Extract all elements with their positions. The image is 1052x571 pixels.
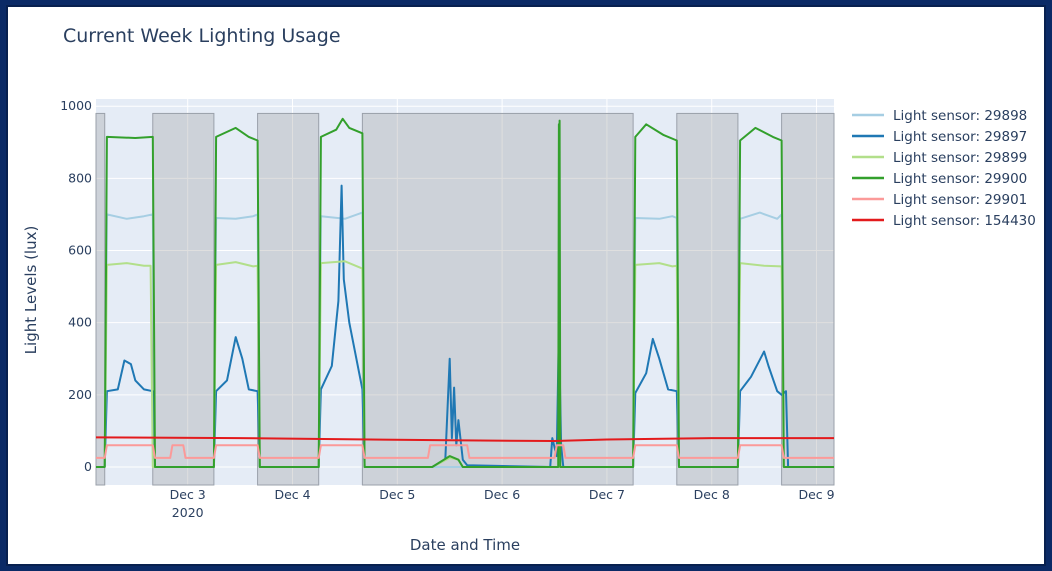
x-tick-label: Dec 5 <box>379 487 415 502</box>
y-tick-label: 0 <box>84 459 92 474</box>
y-tick-label: 400 <box>68 315 92 330</box>
x-tick-label: Dec 6 <box>484 487 520 502</box>
shaded-period <box>676 112 739 486</box>
shaded-period <box>152 112 215 486</box>
shaded-period <box>95 112 106 486</box>
legend-item[interactable]: Light sensor: 29900 <box>852 171 1027 187</box>
series-line-6 <box>95 436 834 442</box>
x-tick-label: Dec 4 <box>274 487 310 502</box>
shaded-period <box>257 112 320 486</box>
x-tick-label: Dec 3 <box>170 487 206 502</box>
x-axis-title: Date and Time <box>410 536 520 554</box>
legend-item[interactable]: Light sensor: 29898 <box>852 108 1027 124</box>
legend-item[interactable]: Light sensor: 29901 <box>852 192 1027 208</box>
plot-area: 0 200 400 600 800 1000 Dec 3 2020 Dec 4 Dec 5 Dec … <box>60 98 834 520</box>
legend: Light sensor: 29898 Light sensor: 29897 Li… <box>852 108 1036 229</box>
chart-title: Current Week Lighting Usage <box>63 25 341 47</box>
legend-label: Light sensor: 29901 <box>893 192 1027 208</box>
y-tick-label: 200 <box>68 387 92 402</box>
y-tick-label: 1000 <box>60 98 92 113</box>
legend-label: Light sensor: 29897 <box>893 129 1027 145</box>
x-tick-label: Dec 9 <box>798 487 834 502</box>
y-tick-label: 800 <box>68 170 92 185</box>
legend-item[interactable]: Light sensor: 154430 <box>852 213 1036 229</box>
x-tick-label: Dec 8 <box>694 487 730 502</box>
x-tick-sublabel: 2020 <box>172 505 204 520</box>
shaded-period <box>361 112 634 486</box>
legend-label: Light sensor: 154430 <box>893 213 1036 229</box>
legend-label: Light sensor: 29900 <box>893 171 1027 187</box>
legend-item[interactable]: Light sensor: 29897 <box>852 129 1027 145</box>
series-line-4 <box>96 117 834 468</box>
shaded-period <box>781 112 835 486</box>
x-tick-label: Dec 7 <box>589 487 625 502</box>
y-axis-title: Light Levels (lux) <box>22 226 40 355</box>
series-line-5 <box>96 444 834 459</box>
plot-background <box>96 99 834 485</box>
legend-item[interactable]: Light sensor: 29899 <box>852 150 1027 166</box>
legend-label: Light sensor: 29899 <box>893 150 1027 166</box>
y-tick-label: 600 <box>68 243 92 258</box>
legend-label: Light sensor: 29898 <box>893 108 1027 124</box>
